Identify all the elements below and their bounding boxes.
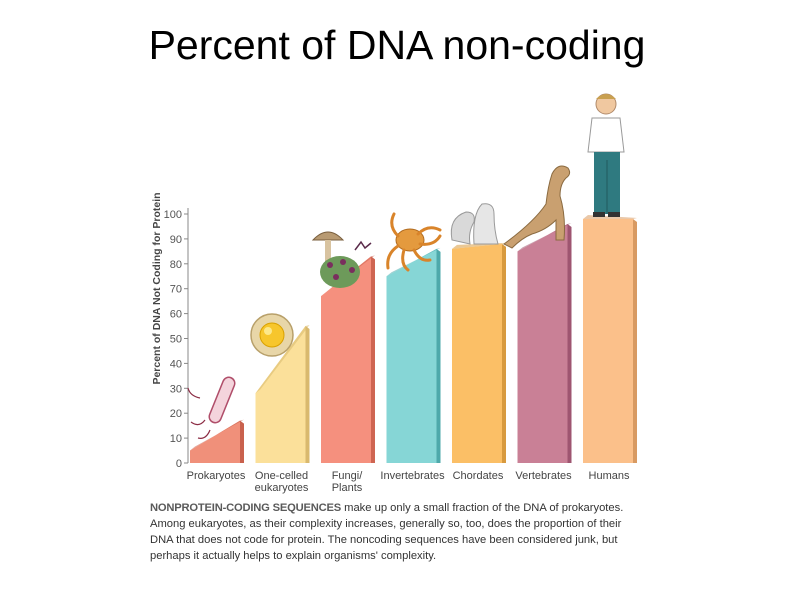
bar-side [436,248,441,463]
category-label: One-celled [255,470,308,482]
organism-illustrations [187,93,625,439]
category-label: Humans [589,470,630,482]
bar-side [305,326,310,463]
category-label: Fungi/ [332,470,364,482]
dog-icon [503,165,571,249]
y-tick-label: 40 [170,358,182,370]
y-tick-label: 100 [164,209,182,221]
bar [517,223,568,463]
bar [386,248,437,463]
y-tick-label: 80 [170,259,182,271]
y-tick-label: 20 [170,408,182,420]
bar-side [240,420,244,463]
bar [583,218,633,463]
y-axis-label: Percent of DNA Not Coding for Protein [151,192,163,384]
caption-lead: NONPROTEIN-CODING SEQUENCES [150,502,342,514]
cell-icon [250,313,294,357]
bar-side [502,243,506,463]
bar [452,243,502,463]
bar-top [255,325,310,394]
y-tick-label: 90 [170,234,182,246]
category-label: Invertebrates [380,470,445,482]
category-label: Prokaryotes [187,470,246,482]
bar [190,420,240,463]
y-tick-label: 30 [170,383,182,395]
figure-caption: NONPROTEIN-CODING SEQUENCES make up only… [150,500,640,564]
y-tick-label: 70 [170,284,182,296]
y-tick-label: 60 [170,309,182,321]
category-label: Vertebrates [515,470,572,482]
category-label: eukaryotes [255,482,309,494]
bar [321,256,371,463]
bars [190,214,637,463]
category-label: Chordates [453,470,504,482]
caption-text: make up only a small fraction of the DNA… [150,502,624,562]
mushroom-plant-icon [311,231,372,288]
slide-title: Percent of DNA non-coding [148,22,646,68]
bacterium-icon [187,376,236,439]
human-icon [587,93,625,217]
y-tick-label: 10 [170,433,182,445]
bar [255,326,306,463]
y-tick-label: 50 [170,334,182,346]
bar-side [567,223,572,463]
bar-side [633,218,637,463]
octopus-icon [386,212,442,272]
bar-side [371,256,375,463]
category-label: Plants [332,482,363,494]
sea-squirt-icon [450,203,499,245]
y-tick-label: 0 [176,458,182,470]
